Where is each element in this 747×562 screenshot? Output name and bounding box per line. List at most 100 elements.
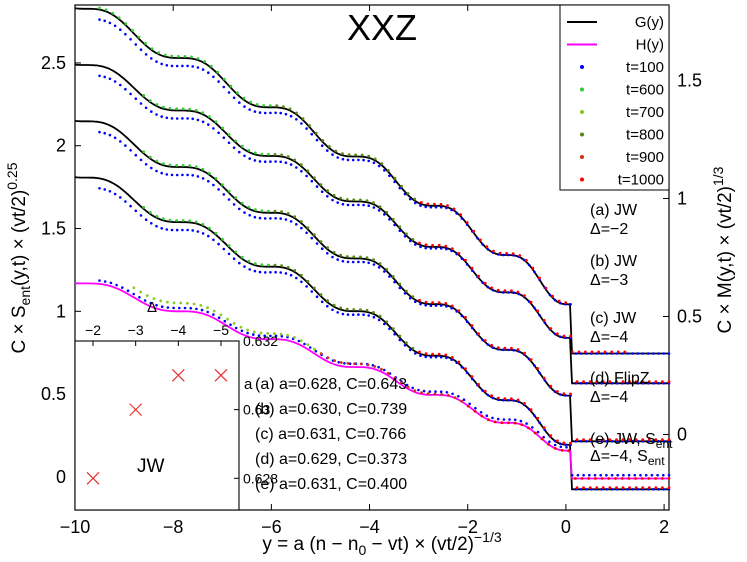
data-dot-late-a	[268, 104, 272, 107]
fit-param-b: (b) a=0.630, C=0.739	[255, 401, 407, 418]
data-dot-t100-e	[457, 395, 460, 398]
data-dot-t100-b	[124, 87, 127, 91]
data-dot-t100-e	[98, 279, 101, 282]
data-dot-late-d	[431, 352, 434, 356]
data-dot-t100-d	[543, 428, 547, 432]
data-dot-late-d	[477, 383, 480, 386]
data-dot-t100-c	[310, 236, 314, 240]
data-dot-t100-c	[512, 348, 515, 352]
inset-y-tick-label: 0.63	[243, 402, 270, 418]
data-dot-t100-d	[186, 228, 189, 232]
data-dot-late-e	[339, 361, 343, 364]
data-dot-late-e	[600, 477, 604, 480]
data-dot-t100-e	[468, 402, 472, 406]
data-dot-late-d	[516, 398, 520, 402]
data-dot-late-a	[347, 153, 351, 157]
data-dot-late-a	[216, 70, 220, 74]
y-right-tick-label: 0.5	[677, 306, 702, 326]
data-dot-late-d	[562, 441, 566, 445]
data-dot-t100-e	[217, 316, 221, 320]
data-dot-t100-d	[403, 344, 407, 347]
data-dot-late-d	[240, 255, 244, 259]
inset: −2 −3 −4 −5 0.628 0.63 0.632 Δ a JW	[74, 299, 278, 511]
y-left-label-sup: 0.25	[4, 162, 20, 189]
data-dot-late-a	[321, 139, 325, 142]
x-axis-label-rest: − vt) × (vt/2)	[366, 534, 474, 555]
data-dot-late-b	[247, 149, 251, 152]
data-dot-late-e	[647, 477, 651, 480]
series-annotations: (a) JW Δ=−2 (b) JW Δ=−3 (c) JW Δ=−4 (d) …	[590, 202, 673, 468]
data-dot-late-d	[608, 486, 612, 489]
data-dot-late-c	[562, 392, 566, 396]
data-dot-late-e	[627, 477, 631, 480]
data-dot-late-b	[175, 107, 179, 111]
data-dot-t100-d	[305, 285, 308, 288]
data-dot-late-b	[299, 163, 303, 167]
data-dot-late-c	[523, 351, 526, 355]
data-dot-late-b	[464, 258, 467, 262]
data-dot-late-b	[313, 176, 316, 180]
data-dot-late-e	[219, 313, 223, 317]
data-dot-t100-b	[243, 154, 246, 158]
data-dot-t100-e	[160, 305, 164, 309]
data-dot-late-c	[372, 258, 375, 262]
data-dot-late-a	[301, 117, 305, 120]
data-dot-t100-a	[507, 253, 510, 257]
data-dot-late-a	[308, 124, 312, 127]
data-dot-late-a	[610, 350, 614, 354]
data-dot-late-c	[536, 367, 540, 370]
legend-label: t=1000	[618, 172, 664, 189]
data-dot-t100-e	[422, 389, 426, 393]
data-dot-late-e	[567, 449, 571, 453]
data-dot-t100-c	[191, 174, 194, 177]
data-dot-t100-d	[439, 355, 443, 359]
data-dot-t100-b	[414, 243, 417, 246]
data-dot-late-e	[493, 420, 497, 424]
data-dot-late-a	[262, 104, 266, 107]
data-dot-t100-c	[372, 263, 376, 266]
data-dot-t100-c	[160, 171, 163, 175]
data-dot-t100-d	[227, 252, 231, 256]
data-dot-late-a	[570, 350, 574, 354]
data-dot-t100-e	[525, 422, 528, 425]
data-dot-t100-e	[548, 440, 551, 444]
data-dot-t100-c	[300, 226, 303, 230]
data-dot-t100-a	[393, 180, 396, 184]
data-dot-t100-b	[191, 117, 194, 121]
data-dot-t100-a	[129, 38, 132, 41]
data-dot-late-d	[286, 265, 290, 269]
data-dot-t100-d	[248, 268, 251, 271]
data-dot-late-a	[538, 276, 541, 280]
data-dot-late-c	[418, 298, 421, 302]
data-dot-t100-c	[207, 179, 210, 183]
data-dot-late-c	[470, 324, 474, 327]
data-dot-t100-b	[403, 235, 407, 238]
data-dot-t100-a	[424, 205, 428, 209]
data-dot-t100-b	[175, 117, 179, 120]
data-dot-late-d	[437, 352, 441, 356]
data-dot-late-a	[131, 28, 134, 32]
series-b-name: (b) JW	[590, 253, 638, 270]
data-dot-t100-b	[502, 291, 505, 294]
data-dot-late-d	[661, 486, 664, 489]
data-dot-t100-d	[388, 327, 391, 331]
data-dot-late-a	[282, 105, 285, 108]
data-dot-late-a	[564, 301, 568, 304]
data-dot-late-c	[608, 438, 612, 441]
data-dot-late-e	[145, 294, 149, 297]
data-dot-t100-b	[455, 252, 459, 256]
data-dot-t100-a	[119, 28, 122, 32]
data-dot-t100-c	[181, 173, 184, 177]
data-dot-late-b	[503, 289, 507, 293]
data-dot-t100-c	[393, 280, 396, 284]
data-dot-t100-a	[269, 111, 272, 115]
data-dot-t100-e	[667, 473, 671, 477]
data-dot-t100-a	[103, 19, 106, 23]
data-dot-late-a	[479, 238, 482, 242]
data-dot-t100-a	[553, 298, 557, 302]
data-dot-t100-e	[143, 299, 147, 302]
data-dot-late-a	[295, 111, 298, 115]
data-dot-t100-a	[548, 293, 552, 297]
data-dot-late-d	[391, 327, 395, 331]
data-dot-t100-a	[460, 217, 464, 220]
